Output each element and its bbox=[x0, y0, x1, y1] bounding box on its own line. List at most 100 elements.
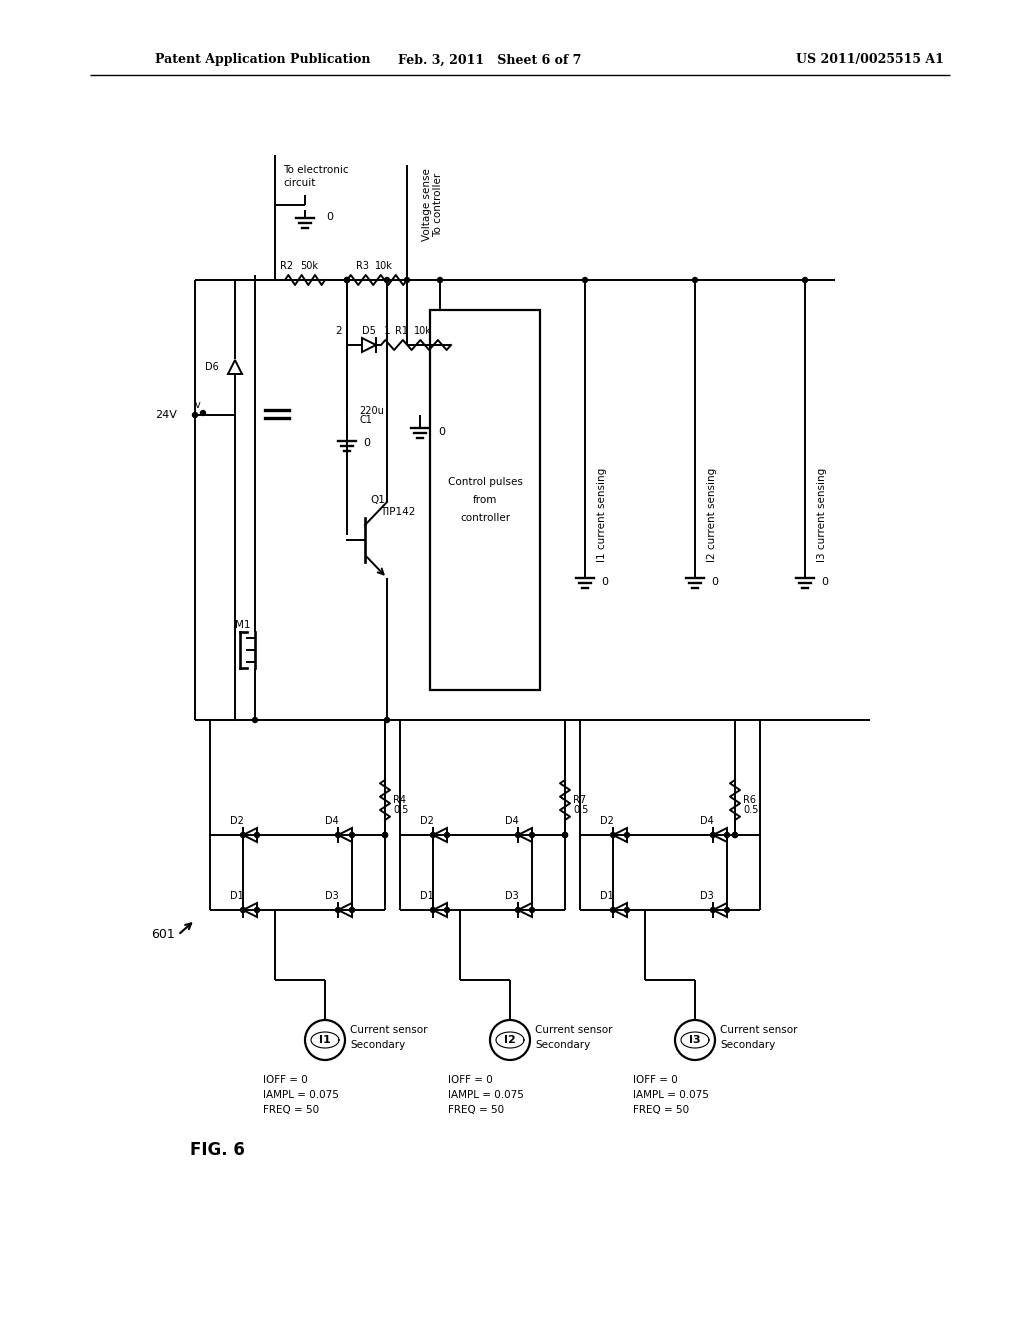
Text: IAMPL = 0.075: IAMPL = 0.075 bbox=[449, 1090, 524, 1100]
Circle shape bbox=[692, 277, 697, 282]
Text: 10k: 10k bbox=[375, 261, 393, 271]
Text: I1 current sensing: I1 current sensing bbox=[597, 467, 607, 562]
Text: M1: M1 bbox=[234, 620, 251, 630]
Circle shape bbox=[255, 833, 259, 837]
Circle shape bbox=[529, 908, 535, 912]
Text: FREQ = 50: FREQ = 50 bbox=[449, 1105, 504, 1115]
Text: 0: 0 bbox=[601, 577, 608, 587]
Circle shape bbox=[404, 277, 410, 282]
Circle shape bbox=[711, 833, 716, 837]
Text: 0.5: 0.5 bbox=[743, 805, 759, 814]
Text: D3: D3 bbox=[505, 891, 519, 902]
Text: Feb. 3, 2011   Sheet 6 of 7: Feb. 3, 2011 Sheet 6 of 7 bbox=[398, 54, 582, 66]
Circle shape bbox=[610, 833, 615, 837]
Text: TIP142: TIP142 bbox=[380, 507, 416, 517]
Circle shape bbox=[349, 908, 354, 912]
Text: 10k: 10k bbox=[414, 326, 432, 337]
Text: Q1: Q1 bbox=[370, 495, 385, 506]
Text: 220u: 220u bbox=[359, 407, 384, 416]
Text: I2 current sensing: I2 current sensing bbox=[707, 467, 717, 562]
Text: C1: C1 bbox=[359, 414, 372, 425]
Text: D6: D6 bbox=[205, 362, 219, 372]
Circle shape bbox=[255, 908, 259, 912]
Text: To controller: To controller bbox=[433, 173, 443, 238]
Circle shape bbox=[529, 833, 535, 837]
Text: To electronic: To electronic bbox=[283, 165, 348, 176]
Text: D2: D2 bbox=[230, 816, 244, 826]
Text: D4: D4 bbox=[325, 816, 339, 826]
Circle shape bbox=[732, 833, 737, 837]
Circle shape bbox=[430, 833, 435, 837]
Circle shape bbox=[384, 277, 389, 282]
Text: 0: 0 bbox=[438, 426, 445, 437]
Text: 0.5: 0.5 bbox=[393, 805, 409, 814]
Text: IAMPL = 0.075: IAMPL = 0.075 bbox=[263, 1090, 339, 1100]
Text: D1: D1 bbox=[230, 891, 244, 902]
Text: Secondary: Secondary bbox=[535, 1040, 590, 1049]
Text: R4: R4 bbox=[393, 795, 406, 805]
Text: Secondary: Secondary bbox=[720, 1040, 775, 1049]
Circle shape bbox=[625, 908, 630, 912]
Text: Patent Application Publication: Patent Application Publication bbox=[155, 54, 371, 66]
Text: D3: D3 bbox=[700, 891, 714, 902]
Circle shape bbox=[241, 908, 246, 912]
Circle shape bbox=[193, 412, 198, 417]
Text: Secondary: Secondary bbox=[350, 1040, 406, 1049]
Text: 0: 0 bbox=[712, 577, 719, 587]
Text: D4: D4 bbox=[700, 816, 714, 826]
Text: 0: 0 bbox=[821, 577, 828, 587]
Circle shape bbox=[625, 833, 630, 837]
Text: D1: D1 bbox=[600, 891, 613, 902]
Text: R6: R6 bbox=[743, 795, 756, 805]
Text: R1: R1 bbox=[395, 326, 408, 337]
Text: 601: 601 bbox=[152, 928, 175, 941]
Circle shape bbox=[725, 833, 729, 837]
Text: 24V: 24V bbox=[155, 411, 177, 420]
Circle shape bbox=[515, 833, 520, 837]
Circle shape bbox=[437, 277, 442, 282]
Bar bbox=[430, 310, 540, 690]
Circle shape bbox=[384, 718, 389, 722]
Text: R3: R3 bbox=[356, 261, 369, 271]
Circle shape bbox=[430, 908, 435, 912]
Text: FREQ = 50: FREQ = 50 bbox=[263, 1105, 319, 1115]
Circle shape bbox=[725, 908, 729, 912]
Circle shape bbox=[349, 833, 354, 837]
Circle shape bbox=[241, 833, 246, 837]
Circle shape bbox=[562, 833, 567, 837]
Circle shape bbox=[444, 833, 450, 837]
Circle shape bbox=[711, 908, 716, 912]
Text: I1: I1 bbox=[319, 1035, 331, 1045]
Text: D2: D2 bbox=[420, 816, 434, 826]
Text: I2: I2 bbox=[504, 1035, 516, 1045]
Text: Voltage sense: Voltage sense bbox=[422, 169, 432, 242]
Text: 50k: 50k bbox=[300, 261, 318, 271]
Circle shape bbox=[583, 277, 588, 282]
Circle shape bbox=[383, 833, 387, 837]
Circle shape bbox=[336, 833, 341, 837]
Circle shape bbox=[515, 908, 520, 912]
Text: 2: 2 bbox=[336, 326, 342, 337]
Circle shape bbox=[336, 908, 341, 912]
Circle shape bbox=[253, 718, 257, 722]
Text: controller: controller bbox=[460, 513, 510, 523]
Text: I3: I3 bbox=[689, 1035, 700, 1045]
Circle shape bbox=[610, 908, 615, 912]
Circle shape bbox=[803, 277, 808, 282]
Circle shape bbox=[344, 277, 349, 282]
Text: 0: 0 bbox=[327, 213, 334, 222]
Text: I3 current sensing: I3 current sensing bbox=[817, 467, 827, 562]
Text: from: from bbox=[473, 495, 498, 506]
Text: D2: D2 bbox=[600, 816, 613, 826]
Circle shape bbox=[201, 411, 206, 416]
Circle shape bbox=[344, 277, 349, 282]
Text: IAMPL = 0.075: IAMPL = 0.075 bbox=[633, 1090, 709, 1100]
Circle shape bbox=[732, 833, 737, 837]
Text: Current sensor: Current sensor bbox=[535, 1026, 612, 1035]
Text: D5: D5 bbox=[362, 326, 376, 337]
Text: R7: R7 bbox=[573, 795, 586, 805]
Circle shape bbox=[444, 908, 450, 912]
Text: Current sensor: Current sensor bbox=[350, 1026, 427, 1035]
Text: v: v bbox=[196, 400, 201, 411]
Text: R2: R2 bbox=[280, 261, 293, 271]
